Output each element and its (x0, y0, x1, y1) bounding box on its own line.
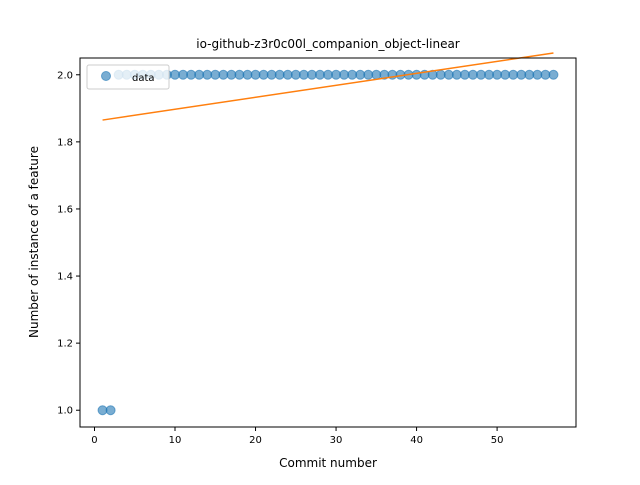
legend-box (86, 64, 170, 90)
y-tick-label: 1.0 (57, 406, 73, 417)
legend: data (86, 64, 170, 90)
x-tick-label: 10 (169, 435, 182, 446)
fit-line (102, 52, 554, 121)
x-tick-label: 0 (91, 435, 97, 446)
x-tick-label: 30 (330, 435, 343, 446)
x-tick-label: 20 (249, 435, 262, 446)
y-tick-label: 1.2 (57, 339, 73, 350)
y-tick-label: 2.0 (57, 70, 73, 81)
y-tick-label: 1.4 (57, 272, 73, 283)
x-tick-label: 40 (410, 435, 423, 446)
legend-marker-data (101, 71, 111, 81)
legend-label-data: data (132, 73, 155, 84)
y-tick-label: 1.8 (57, 137, 73, 148)
x-tick-label: 50 (491, 435, 504, 446)
axes-frame (79, 57, 577, 428)
chart-title: io-github-z3r0c00l_companion_object-line… (196, 37, 460, 51)
y-tick-label: 1.6 (57, 204, 73, 215)
data-point (548, 69, 559, 80)
axes-layer: 0 10 20 30 40 50 1.0 1.2 1.4 1.6 1.8 2.0 (57, 57, 577, 446)
x-axis-label: Commit number (279, 456, 377, 470)
data-point (105, 405, 116, 416)
y-axis-label: Number of instance of a feature (27, 146, 41, 338)
